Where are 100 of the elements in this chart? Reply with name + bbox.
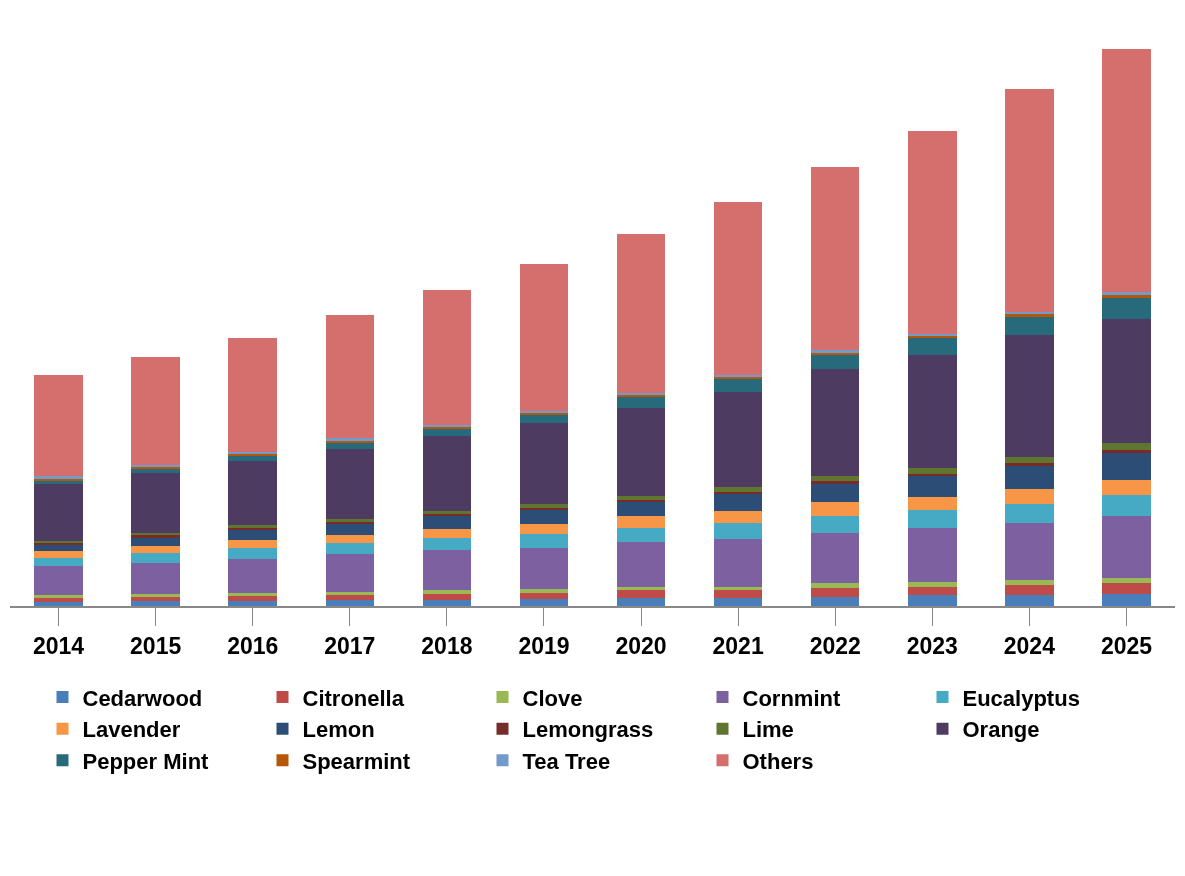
bar — [325, 534, 375, 544]
bar — [325, 554, 375, 592]
bar — [34, 598, 83, 603]
bar — [131, 537, 180, 546]
bar — [1102, 298, 1151, 319]
bar — [325, 543, 375, 555]
legend-label: Orange — [962, 717, 1040, 743]
bar — [228, 558, 277, 593]
bar — [1005, 462, 1054, 467]
bar — [131, 545, 180, 554]
bar — [713, 379, 763, 392]
bar — [1102, 479, 1151, 496]
bar — [1005, 580, 1054, 586]
x-tick-label: 2020 — [615, 632, 667, 659]
bar — [616, 407, 666, 496]
legend-label: Spearmint — [302, 748, 411, 774]
bar — [34, 480, 83, 485]
bar — [228, 524, 277, 529]
bar — [1102, 583, 1151, 594]
bar — [616, 597, 666, 606]
bar — [34, 594, 83, 599]
bar — [519, 263, 569, 411]
bar — [131, 562, 180, 594]
bar — [810, 515, 860, 533]
bar — [228, 528, 277, 531]
bar — [1102, 515, 1151, 579]
bar — [519, 588, 569, 593]
bar — [908, 587, 957, 596]
bar — [1005, 585, 1054, 595]
bar — [810, 532, 860, 584]
bar — [616, 541, 666, 587]
bar — [422, 516, 472, 529]
bar — [228, 595, 277, 601]
x-tick-label: 2018 — [421, 632, 473, 659]
bar — [34, 545, 83, 552]
bar — [325, 594, 375, 600]
bar — [1005, 456, 1054, 463]
bar — [1005, 522, 1054, 581]
bar — [131, 356, 180, 465]
bar — [34, 551, 83, 558]
bar — [1102, 294, 1151, 299]
bar — [34, 374, 83, 477]
legend-label: Cornmint — [742, 685, 841, 711]
bar — [1102, 442, 1151, 451]
bar — [34, 484, 83, 541]
bar — [616, 234, 666, 393]
legend-label: Lemongrass — [522, 717, 654, 743]
bar — [908, 595, 957, 606]
legend-label: Cedarwood — [82, 685, 203, 711]
bar — [519, 423, 569, 505]
bar — [34, 557, 83, 566]
bar — [1102, 292, 1151, 295]
bar — [1102, 593, 1151, 606]
bar — [810, 354, 860, 370]
bar — [228, 539, 277, 549]
bar — [713, 523, 763, 539]
bar — [616, 501, 666, 517]
bar — [1005, 316, 1054, 336]
bar — [908, 476, 957, 497]
bar — [131, 553, 180, 563]
bar — [228, 548, 277, 559]
bar — [228, 337, 277, 452]
x-tick-label: 2023 — [906, 632, 958, 659]
bar — [422, 538, 472, 551]
x-tick-label: 2015 — [130, 632, 182, 659]
legend-label: Lime — [742, 717, 794, 743]
bar — [422, 599, 472, 606]
legend-label: Others — [742, 748, 814, 774]
bar — [616, 516, 666, 528]
bar — [616, 527, 666, 542]
bar — [228, 600, 277, 606]
bar — [519, 534, 569, 548]
x-tick-label: 2016 — [227, 632, 279, 659]
bar — [422, 289, 472, 425]
x-tick-label: 2025 — [1100, 632, 1153, 659]
bar — [422, 593, 472, 600]
bar — [1102, 578, 1151, 584]
bar — [810, 583, 860, 589]
bar — [908, 467, 957, 475]
bar — [908, 130, 957, 334]
bar — [713, 597, 763, 606]
bar — [228, 461, 277, 525]
bar — [908, 496, 957, 511]
bar — [1102, 49, 1151, 293]
bar — [713, 201, 763, 375]
bar — [1005, 503, 1054, 523]
bar — [616, 495, 666, 500]
bar — [519, 592, 569, 599]
bar — [422, 428, 472, 437]
bar — [616, 590, 666, 598]
legend-label: Pepper Mint — [82, 748, 210, 774]
bar — [422, 589, 472, 594]
bar — [810, 369, 860, 477]
bar — [228, 456, 277, 462]
bar — [713, 538, 763, 587]
legend-label: Lemon — [302, 717, 375, 743]
bar — [228, 592, 277, 596]
bar — [325, 599, 375, 606]
bar — [519, 415, 569, 424]
bar — [519, 547, 569, 589]
